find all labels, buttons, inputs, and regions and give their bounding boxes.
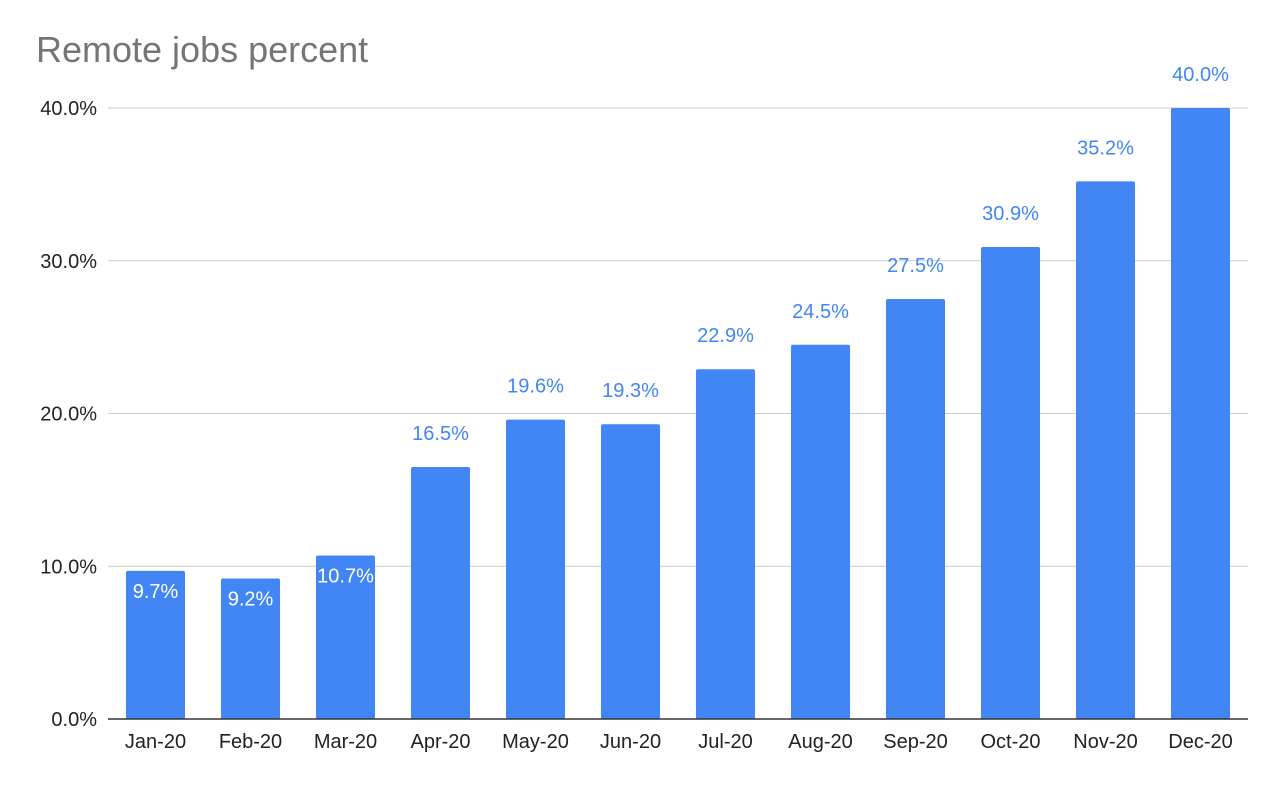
data-label: 9.2% bbox=[228, 588, 274, 610]
bar bbox=[886, 298, 945, 719]
bar bbox=[1171, 108, 1230, 719]
y-axis-ticks: 0.0% 10.0% 20.0% 30.0% 40.0% bbox=[40, 98, 97, 731]
x-tick-label: Apr-20 bbox=[410, 731, 470, 753]
data-labels: 9.7% 9.2% 10.7% 16.5% 19.6% 19.3% 22.9% 24.5% 27… bbox=[133, 64, 1229, 610]
gridlines bbox=[108, 107, 1248, 567]
bar bbox=[696, 369, 755, 719]
data-label: 16.5% bbox=[412, 423, 469, 445]
x-tick-label: Jun-20 bbox=[600, 731, 661, 753]
data-label: 9.7% bbox=[133, 581, 179, 603]
x-tick-label: Jul-20 bbox=[698, 731, 752, 753]
x-axis-ticks: Jan-20 Feb-20 Mar-20 Apr-20 May-20 Jun-20 Jul-… bbox=[125, 731, 1233, 753]
bar bbox=[221, 578, 280, 719]
x-tick-label: Jan-20 bbox=[125, 731, 186, 753]
bar bbox=[506, 419, 565, 719]
x-tick-label: Feb-20 bbox=[219, 731, 282, 753]
bar bbox=[126, 570, 185, 719]
x-tick-label: Oct-20 bbox=[980, 731, 1040, 753]
y-tick-label: 40.0% bbox=[40, 98, 97, 120]
bars bbox=[126, 108, 1230, 719]
data-label: 19.3% bbox=[602, 380, 659, 402]
bar bbox=[981, 247, 1040, 719]
data-label: 19.6% bbox=[507, 376, 564, 398]
y-tick-label: 0.0% bbox=[51, 709, 97, 731]
chart-title: Remote jobs percent bbox=[36, 29, 368, 70]
data-label: 30.9% bbox=[982, 203, 1039, 225]
data-label: 24.5% bbox=[792, 301, 849, 323]
data-label: 35.2% bbox=[1077, 137, 1134, 159]
x-tick-label: Sep-20 bbox=[883, 731, 948, 753]
data-label: 40.0% bbox=[1172, 64, 1229, 86]
bar bbox=[601, 424, 660, 719]
x-tick-label: Mar-20 bbox=[314, 731, 377, 753]
data-label: 10.7% bbox=[317, 566, 374, 588]
x-tick-label: Nov-20 bbox=[1073, 731, 1137, 753]
data-label: 22.9% bbox=[697, 325, 754, 347]
bar bbox=[1076, 181, 1135, 719]
bar bbox=[316, 555, 375, 719]
data-label: 27.5% bbox=[887, 255, 944, 277]
x-tick-label: Dec-20 bbox=[1168, 731, 1232, 753]
y-tick-label: 20.0% bbox=[40, 404, 97, 426]
y-tick-label: 30.0% bbox=[40, 251, 97, 273]
x-tick-label: May-20 bbox=[502, 731, 569, 753]
y-tick-label: 10.0% bbox=[40, 556, 97, 578]
bar bbox=[411, 466, 470, 719]
bar bbox=[791, 344, 850, 719]
x-tick-label: Aug-20 bbox=[788, 731, 853, 753]
